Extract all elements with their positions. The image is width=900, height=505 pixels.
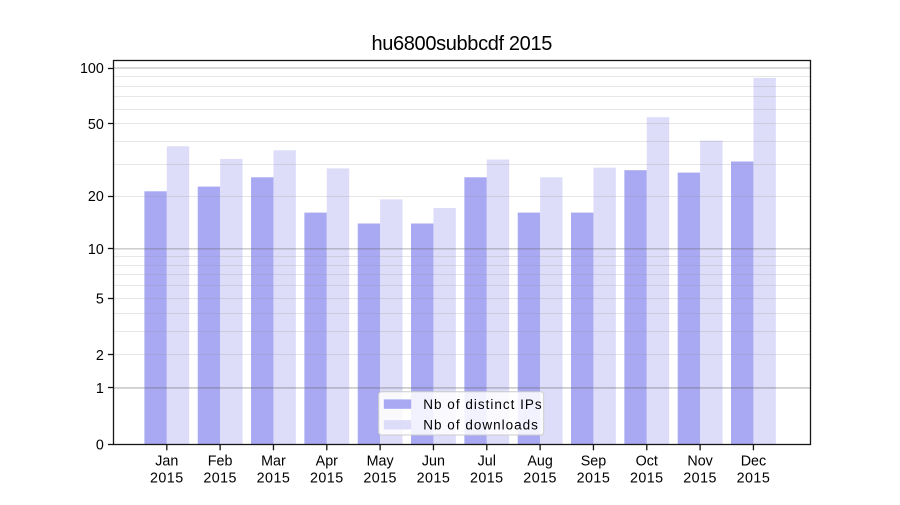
svg-text:Sep: Sep [581, 454, 606, 470]
svg-text:20: 20 [88, 189, 104, 205]
svg-text:2015: 2015 [310, 471, 344, 487]
svg-text:May: May [367, 454, 395, 470]
svg-text:5: 5 [96, 291, 104, 307]
svg-text:Nb of distinct IPs: Nb of distinct IPs [423, 397, 542, 412]
svg-text:0: 0 [96, 438, 104, 454]
svg-text:Dec: Dec [741, 454, 766, 470]
svg-text:2015: 2015 [683, 471, 717, 487]
svg-text:Jun: Jun [422, 454, 445, 470]
svg-text:2015: 2015 [523, 471, 557, 487]
svg-text:Nb of downloads: Nb of downloads [423, 418, 539, 433]
svg-text:Mar: Mar [261, 454, 286, 470]
svg-text:hu6800subbcdf 2015: hu6800subbcdf 2015 [371, 33, 552, 55]
svg-text:2: 2 [96, 348, 104, 364]
svg-text:2015: 2015 [150, 471, 184, 487]
svg-text:Feb: Feb [208, 454, 233, 470]
svg-text:Jul: Jul [478, 454, 496, 470]
svg-text:Oct: Oct [636, 454, 658, 470]
svg-text:Nov: Nov [687, 454, 713, 470]
svg-text:1: 1 [96, 381, 104, 397]
svg-text:2015: 2015 [737, 471, 771, 487]
svg-text:2015: 2015 [470, 471, 504, 487]
svg-text:2015: 2015 [257, 471, 291, 487]
svg-text:2015: 2015 [630, 471, 664, 487]
svg-text:Jan: Jan [155, 454, 178, 470]
svg-text:Aug: Aug [527, 454, 552, 470]
svg-text:100: 100 [80, 61, 104, 77]
svg-text:10: 10 [88, 242, 104, 258]
svg-text:Apr: Apr [316, 454, 338, 470]
svg-text:2015: 2015 [203, 471, 237, 487]
svg-text:2015: 2015 [363, 471, 397, 487]
svg-text:2015: 2015 [417, 471, 451, 487]
svg-text:2015: 2015 [577, 471, 611, 487]
svg-text:50: 50 [88, 117, 104, 133]
